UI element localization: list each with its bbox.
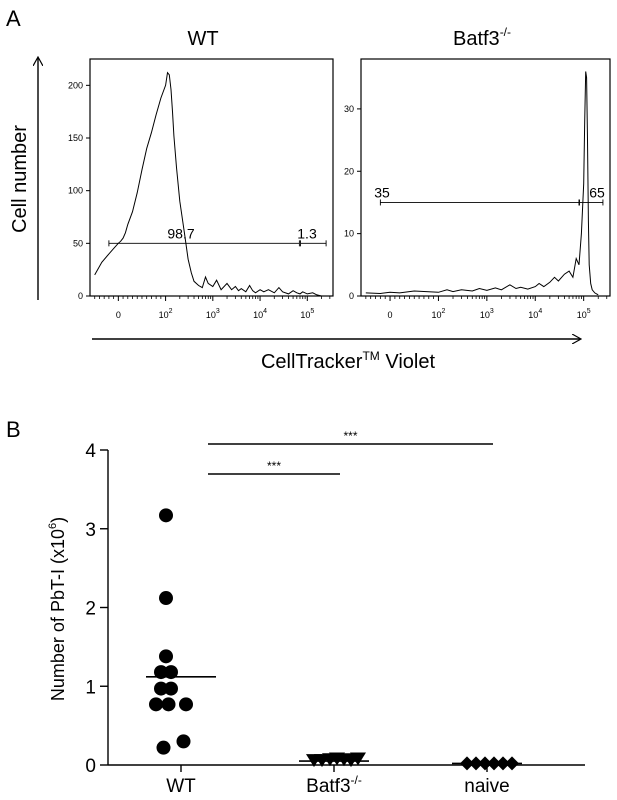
batf3-ytick-label: 10: [344, 229, 354, 239]
wt-ytick-label: 100: [68, 186, 83, 196]
data-point-circle: [164, 681, 178, 696]
data-point-circle: [159, 508, 173, 523]
histogram-wt: 0 50 100 150 200 0 102 103 104 105 98.7 1.3: [68, 58, 334, 320]
scatter-category-label: naive: [464, 776, 509, 797]
data-point-circle: [154, 665, 168, 680]
panel-a-letter: A: [6, 6, 21, 31]
scatter-ytick-label: 0: [85, 756, 96, 777]
wt-xtick-label: 104: [253, 308, 267, 320]
wt-ytick-label: 50: [73, 238, 83, 248]
panel-b-letter: B: [6, 417, 21, 442]
scatter-ytick-label: 3: [85, 520, 96, 541]
data-point-circle: [179, 697, 193, 712]
wt-frame: [89, 58, 334, 297]
wt-xtick-label: 102: [159, 308, 173, 320]
significance-label: ***: [267, 459, 281, 473]
wt-gate-2-label: 1.3: [297, 225, 317, 241]
x-axis-label: CellTrackerTM Violet: [261, 349, 435, 373]
batf3-xtick-label: 0: [388, 310, 393, 320]
scatter-ytick-label: 4: [85, 441, 96, 462]
batf3-frame: [360, 58, 611, 297]
data-point-circle: [161, 697, 176, 712]
wt-xtick-label: 105: [300, 308, 314, 320]
scatter-ylabel: Number of PbT-I (x106): [47, 517, 68, 701]
batf3-gate-2-label: 65: [589, 184, 605, 200]
batf3-xtick-label: 102: [431, 308, 445, 320]
significance-label: ***: [343, 429, 357, 443]
scatter-ytick-label: 2: [85, 599, 96, 620]
scatter-plot: 0 1 2 3 4 WT Batf3-/- naive *** ***: [85, 429, 585, 797]
batf3-ytick-label: 0: [349, 291, 354, 301]
batf3-xtick-label: 104: [528, 308, 542, 320]
y-axis-label: Cell number: [9, 125, 31, 233]
data-point-circle: [164, 665, 178, 680]
wt-xtick-label: 0: [116, 310, 121, 320]
data-point-circle: [159, 591, 173, 606]
data-point-triangle-down: [350, 752, 366, 766]
hist-wt-title: WT: [187, 28, 218, 50]
wt-gate-1-label: 98.7: [167, 225, 194, 241]
scatter-category-label: Batf3-/-: [306, 773, 362, 797]
wt-curve: [94, 71, 322, 297]
scatter-ytick-label: 1: [85, 677, 96, 698]
batf3-ytick-label: 20: [344, 166, 354, 176]
wt-ytick-label: 150: [68, 133, 83, 143]
wt-xtick-label: 103: [206, 308, 220, 320]
data-point-circle: [156, 740, 171, 755]
data-point-circle: [176, 734, 191, 749]
scatter-category-label: WT: [166, 776, 196, 797]
batf3-gate-1-label: 35: [374, 184, 390, 200]
hist-batf3-title: Batf3-/-: [453, 25, 511, 50]
batf3-curve: [365, 71, 599, 296]
data-point-circle: [159, 649, 173, 664]
batf3-xtick-label: 103: [480, 308, 494, 320]
batf3-ytick-label: 30: [344, 104, 354, 114]
wt-ytick-label: 200: [68, 80, 83, 90]
wt-ytick-label: 0: [78, 291, 83, 301]
data-point-circle: [154, 681, 168, 696]
data-point-circle: [149, 697, 163, 712]
batf3-xtick-label: 105: [577, 308, 591, 320]
histogram-batf3: 0 10 20 30 0 102 103 104 105 35 65: [344, 58, 611, 320]
